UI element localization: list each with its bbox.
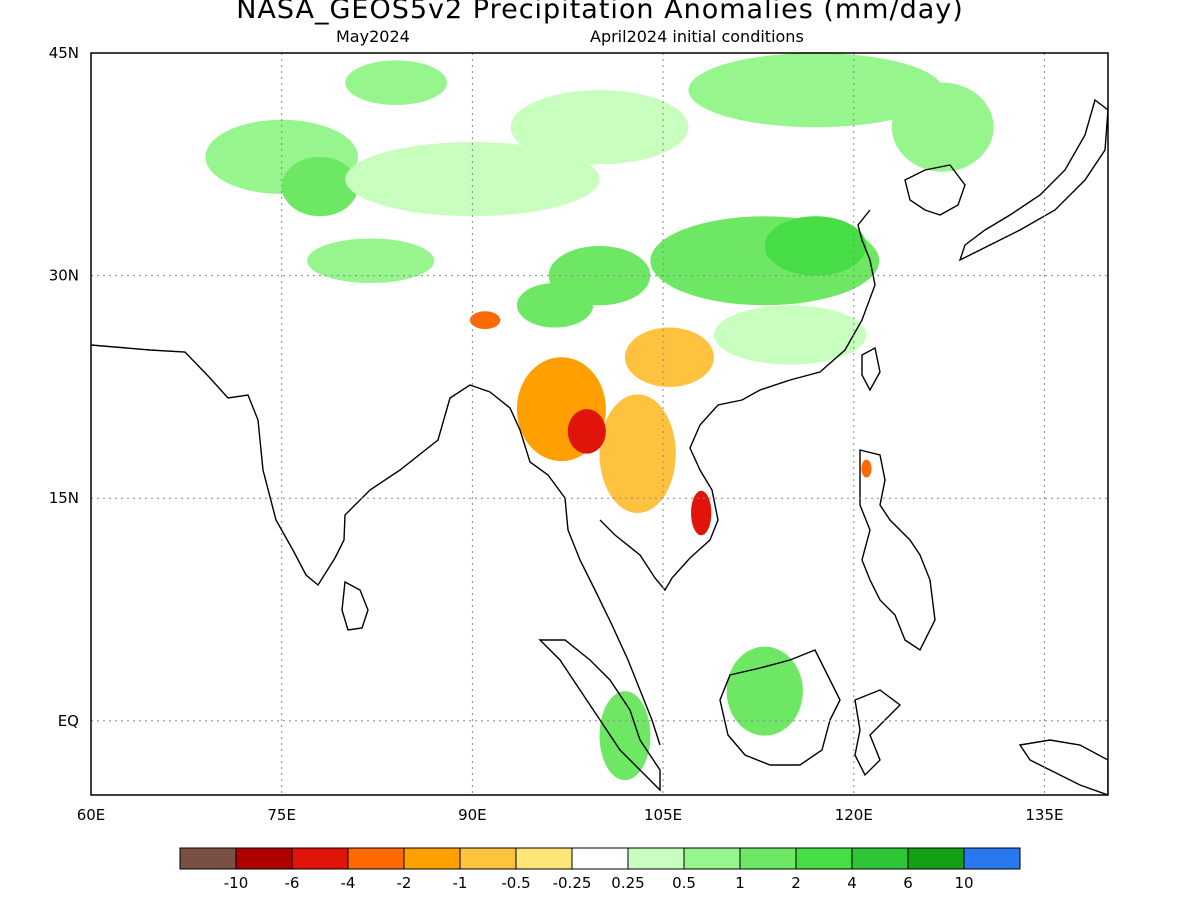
- coastline-sulawesi: [854, 689, 902, 777]
- colorbar-swatch: [235, 847, 293, 870]
- coastline-borneo: [719, 649, 841, 766]
- coastline-taiwan: [861, 346, 881, 392]
- latitude-label: 45N: [49, 44, 79, 62]
- colorbar-swatch: [739, 847, 797, 870]
- colorbar: -10 -6 -4 -2 -1 -0.5 -0.25 0.25 0.5 1 2 4 6 10: [179, 847, 1021, 892]
- colorbar-label: 2: [791, 874, 801, 892]
- coastline-philippines: [859, 449, 936, 652]
- anomaly-region: [307, 238, 435, 284]
- colorbar-label: 0.5: [672, 874, 696, 892]
- anomaly-region: [688, 53, 943, 128]
- colorbar-label: 0.25: [611, 874, 644, 892]
- colorbar-label: -1: [453, 874, 468, 892]
- anomaly-region: [599, 394, 676, 514]
- coastline-myanmar-malaya: [489, 391, 661, 746]
- coastline-srilanka: [341, 580, 369, 631]
- anomaly-region: [891, 82, 994, 172]
- graticule-layer: [91, 53, 1108, 795]
- longitude-label: 105E: [644, 806, 682, 824]
- colorbar-swatch: [795, 847, 853, 870]
- anomaly-region: [510, 90, 689, 165]
- coastline-korea: [904, 164, 966, 216]
- colorbar-label: -4: [341, 874, 356, 892]
- anomaly-region: [599, 691, 651, 781]
- coastline-newguinea: [1018, 739, 1108, 795]
- anomaly-region: [691, 490, 712, 536]
- latitude-label: EQ: [58, 712, 79, 730]
- colorbar-swatch: [683, 847, 741, 870]
- longitude-labels: 60E 75E 90E 105E 120E 135E: [77, 806, 1064, 824]
- colorbar-swatch: [907, 847, 965, 870]
- colorbar-label: -0.25: [553, 874, 592, 892]
- colorbar-swatch: [515, 847, 573, 870]
- coastline-indochina: [599, 209, 876, 592]
- anomaly-region: [281, 156, 358, 217]
- valid-month-label: May2024: [336, 27, 410, 46]
- coastlines-layer: [91, 98, 1108, 795]
- colorbar-swatch: [963, 847, 1021, 870]
- colorbar-label: 1: [735, 874, 745, 892]
- colorbar-label: 6: [903, 874, 913, 892]
- colorbar-label: -0.5: [501, 874, 530, 892]
- colorbar-swatch: [291, 847, 349, 870]
- coastline-sumatra: [538, 639, 661, 792]
- chart-title: NASA_GEOS5v2 Precipitation Anomalies (mm…: [236, 0, 964, 25]
- anomaly-region: [713, 305, 867, 365]
- colorbar-swatch: [459, 847, 517, 870]
- colorbar-swatch: [347, 847, 405, 870]
- colorbar-swatch: [179, 847, 237, 870]
- colorbar-swatch: [571, 847, 629, 870]
- anomaly-fill-layer: [205, 53, 994, 781]
- coastline-japan: [958, 98, 1108, 262]
- anomaly-region: [726, 646, 803, 736]
- anomaly-region: [567, 409, 606, 454]
- anomaly-region: [764, 216, 867, 276]
- anomaly-region: [624, 327, 714, 387]
- colorbar-label: -2: [397, 874, 412, 892]
- longitude-label: 90E: [458, 806, 487, 824]
- latitude-label: 15N: [49, 489, 79, 507]
- coastline-india: [91, 344, 491, 587]
- latitude-labels: 45N 30N 15N EQ: [49, 44, 79, 730]
- longitude-label: 75E: [267, 806, 296, 824]
- init-conditions-label: April2024 initial conditions: [590, 27, 804, 46]
- colorbar-label: 10: [954, 874, 973, 892]
- anomaly-region: [861, 459, 872, 478]
- longitude-label: 120E: [835, 806, 873, 824]
- colorbar-label: 4: [847, 874, 857, 892]
- plot-frame: [90, 52, 1109, 796]
- colorbar-swatch: [851, 847, 909, 870]
- colorbar-swatch: [403, 847, 461, 870]
- anomaly-region: [516, 283, 594, 328]
- longitude-label: 135E: [1025, 806, 1063, 824]
- colorbar-swatch: [627, 847, 685, 870]
- latitude-label: 30N: [49, 267, 79, 285]
- longitude-label: 60E: [77, 806, 106, 824]
- anomaly-region: [345, 60, 447, 105]
- colorbar-label: -6: [285, 874, 300, 892]
- colorbar-label: -10: [224, 874, 249, 892]
- anomaly-region: [469, 311, 501, 330]
